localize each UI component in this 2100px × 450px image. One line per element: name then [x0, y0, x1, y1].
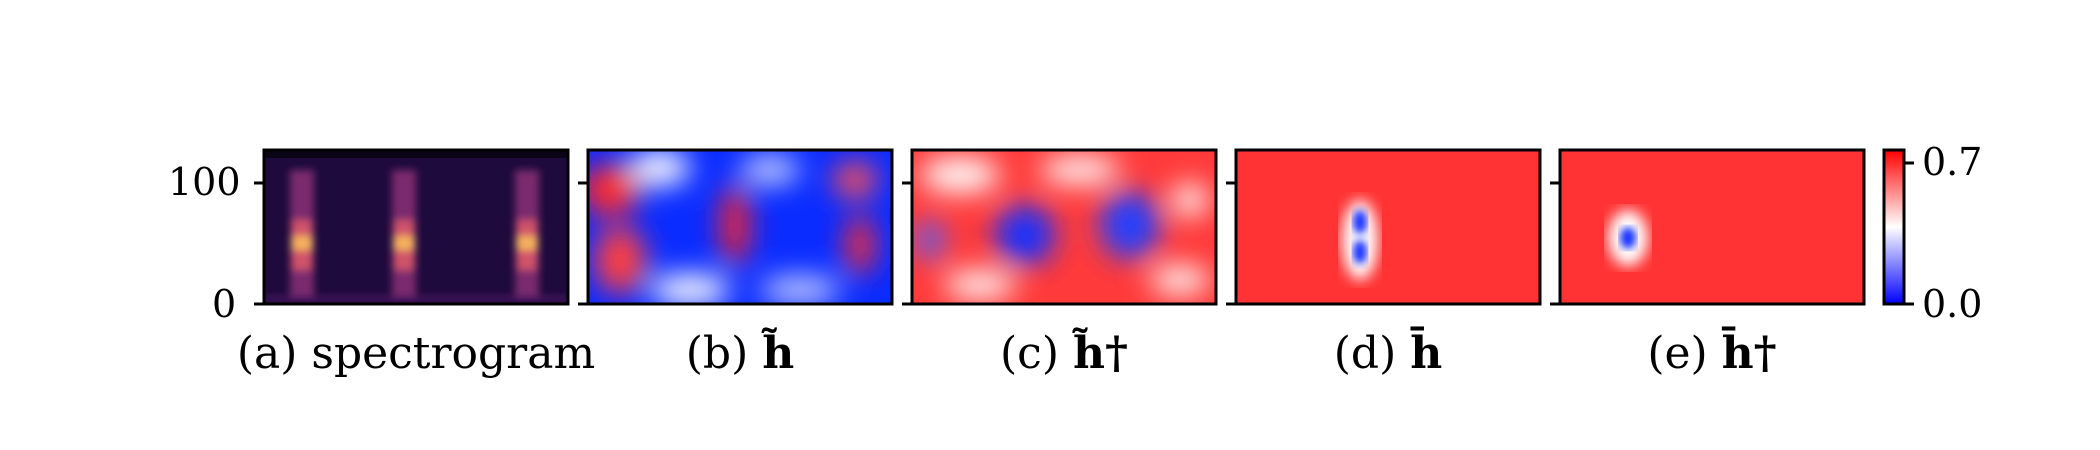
panel-a-frame: [262, 148, 570, 306]
caption-b: (b) h̃: [685, 328, 795, 379]
colorbar-max-label: 0.7: [1922, 140, 1983, 184]
panel-d-frame: [1234, 148, 1542, 306]
panel-d-heatmap: [1236, 150, 1540, 304]
colorbar-min-label: 0.0: [1922, 282, 1983, 326]
panel-e-heatmap: [1560, 150, 1864, 304]
caption-d: (d) h̄: [1333, 328, 1443, 379]
panel-a-spectrogram: [264, 150, 568, 304]
y-tick-0: 0: [212, 282, 237, 326]
panel-b-frame: [586, 148, 894, 306]
y-tick-100: 100: [168, 160, 241, 204]
colorbar: [1882, 148, 1914, 306]
panel-e-frame: [1558, 148, 1866, 306]
panel-c-heatmap: [912, 150, 1216, 304]
caption-c: (c) h̃†: [1000, 328, 1128, 379]
panel-c-frame: [910, 148, 1218, 306]
caption-e: (e) h̄†: [1647, 328, 1777, 379]
panel-b-heatmap: [588, 150, 892, 304]
y-axis-ticks: [254, 181, 1560, 306]
caption-a: (a) spectrogram: [236, 328, 596, 379]
